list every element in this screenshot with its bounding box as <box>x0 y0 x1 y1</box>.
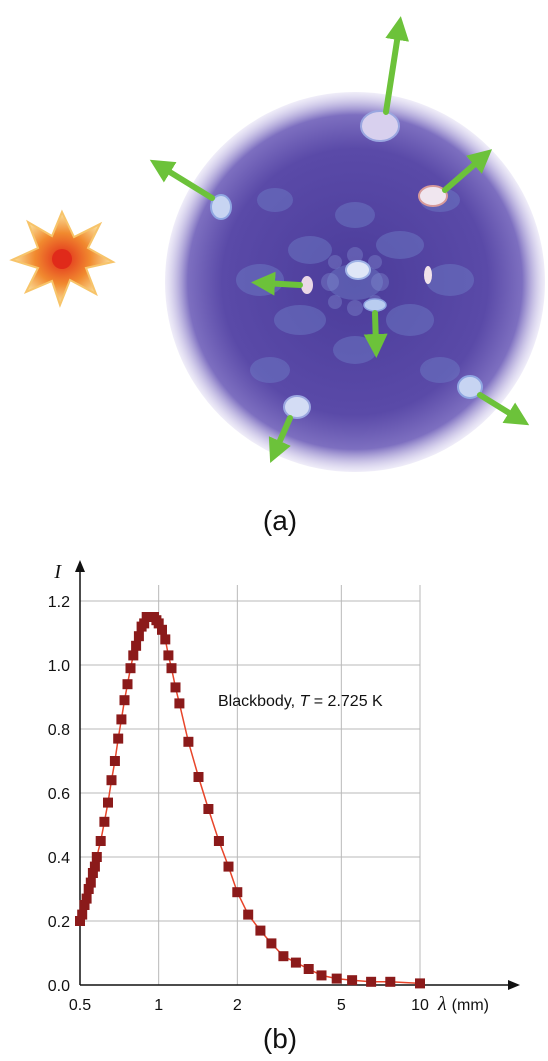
data-point <box>303 964 314 974</box>
data-point <box>366 976 377 987</box>
data-point <box>89 861 100 872</box>
y-tick-label: 0.8 <box>48 722 70 739</box>
y-tick-label: 0.0 <box>48 978 70 995</box>
x-axis-variable: λ <box>437 993 447 1015</box>
galaxy-icon <box>301 276 313 294</box>
data-point <box>347 975 358 986</box>
expansion-arrows <box>149 16 530 463</box>
data-point <box>255 925 266 936</box>
data-point <box>331 973 342 984</box>
galaxy-icon <box>360 110 400 142</box>
x-axis-unit: (mm) <box>452 997 489 1014</box>
data-point <box>119 695 130 706</box>
data-point <box>95 836 106 846</box>
data-point <box>79 900 90 910</box>
galaxy-icon <box>418 185 448 207</box>
annotation-suffix: = 2.725 K <box>309 693 383 710</box>
data-point <box>157 624 167 635</box>
data-point <box>133 631 144 642</box>
galaxy-icon <box>424 266 432 284</box>
data-point <box>278 951 289 962</box>
galaxy-icon <box>363 298 387 312</box>
data-point <box>153 618 164 629</box>
expansion-arrow <box>383 16 410 115</box>
x-tick-label: 5 <box>337 997 346 1014</box>
y-tick-label: 0.6 <box>48 786 70 803</box>
galaxy-icon <box>283 395 311 419</box>
data-point <box>203 804 214 814</box>
expansion-arrow <box>442 149 493 193</box>
data-point <box>109 756 120 766</box>
data-point <box>213 836 224 846</box>
big-bang-burst-icon <box>9 209 116 308</box>
expansion-arrow <box>363 310 388 358</box>
data-point <box>223 861 234 872</box>
data-point <box>170 682 181 693</box>
data-point <box>87 868 98 878</box>
data-point <box>125 663 136 674</box>
data-point <box>160 634 171 645</box>
data-point <box>290 957 301 968</box>
x-tick-label: 1 <box>154 997 163 1014</box>
chart-grid <box>80 585 421 985</box>
data-point <box>106 775 117 786</box>
galaxy-icons <box>210 110 483 419</box>
data-point <box>243 909 254 920</box>
data-point <box>131 640 142 651</box>
x-tick-label: 10 <box>411 997 429 1014</box>
y-tick-label: 1.0 <box>48 658 70 675</box>
blackbody-chart: 0.0 0.2 0.4 0.6 0.8 1.0 1.2 0.5 1 2 5 10 I Blackbod… <box>48 560 520 1015</box>
annotation-prefix: Blackbody, <box>218 693 300 710</box>
x-tick-label: 2 <box>233 997 242 1014</box>
y-tick-label: 0.4 <box>48 850 70 867</box>
cosmic-structure-texture-inner <box>321 247 389 316</box>
data-point <box>174 698 185 709</box>
x-axis-label: λ (mm) <box>437 993 489 1015</box>
data-point <box>116 714 127 725</box>
expansion-arrow <box>149 159 215 201</box>
expanding-universe-illustration <box>9 16 545 472</box>
y-axis-arrow-icon <box>75 560 85 572</box>
data-point <box>166 663 177 674</box>
x-axis-arrow-icon <box>508 980 520 990</box>
blackbody-annotation: Blackbody, T = 2.725 K <box>218 693 383 710</box>
data-point <box>85 877 96 888</box>
data-point <box>316 970 327 981</box>
galaxy-icon <box>345 260 371 280</box>
data-point <box>75 916 85 926</box>
data-point <box>83 884 94 894</box>
data-point <box>81 893 92 904</box>
expansion-arrow <box>268 415 293 463</box>
galaxy-icon <box>210 194 232 220</box>
data-point <box>77 909 88 920</box>
data-point <box>193 772 204 782</box>
data-point <box>163 650 174 661</box>
data-point <box>232 887 243 898</box>
data-point <box>415 978 425 989</box>
annotation-variable: T <box>300 693 311 710</box>
galaxy-icon <box>457 375 483 399</box>
panel-b-label: (b) <box>263 1023 297 1054</box>
expansion-arrow <box>251 271 303 296</box>
data-point <box>99 816 110 827</box>
data-point <box>266 938 277 949</box>
x-tick-label: 0.5 <box>69 997 91 1014</box>
data-point <box>128 650 139 661</box>
data-point <box>139 618 150 629</box>
data-point <box>91 852 102 862</box>
expansion-arrow <box>477 392 530 426</box>
y-tick-label: 0.2 <box>48 914 70 931</box>
data-points <box>75 612 425 989</box>
data-point <box>183 736 194 747</box>
chart-ticks: 0.0 0.2 0.4 0.6 0.8 1.0 1.2 0.5 1 2 5 10 <box>48 594 429 1014</box>
data-point <box>122 679 133 690</box>
panel-a-label: (a) <box>263 505 297 536</box>
y-axis-label: I <box>53 561 62 583</box>
data-point <box>385 976 396 987</box>
data-point <box>103 797 113 808</box>
data-point <box>113 733 124 744</box>
y-tick-label: 1.2 <box>48 594 70 611</box>
